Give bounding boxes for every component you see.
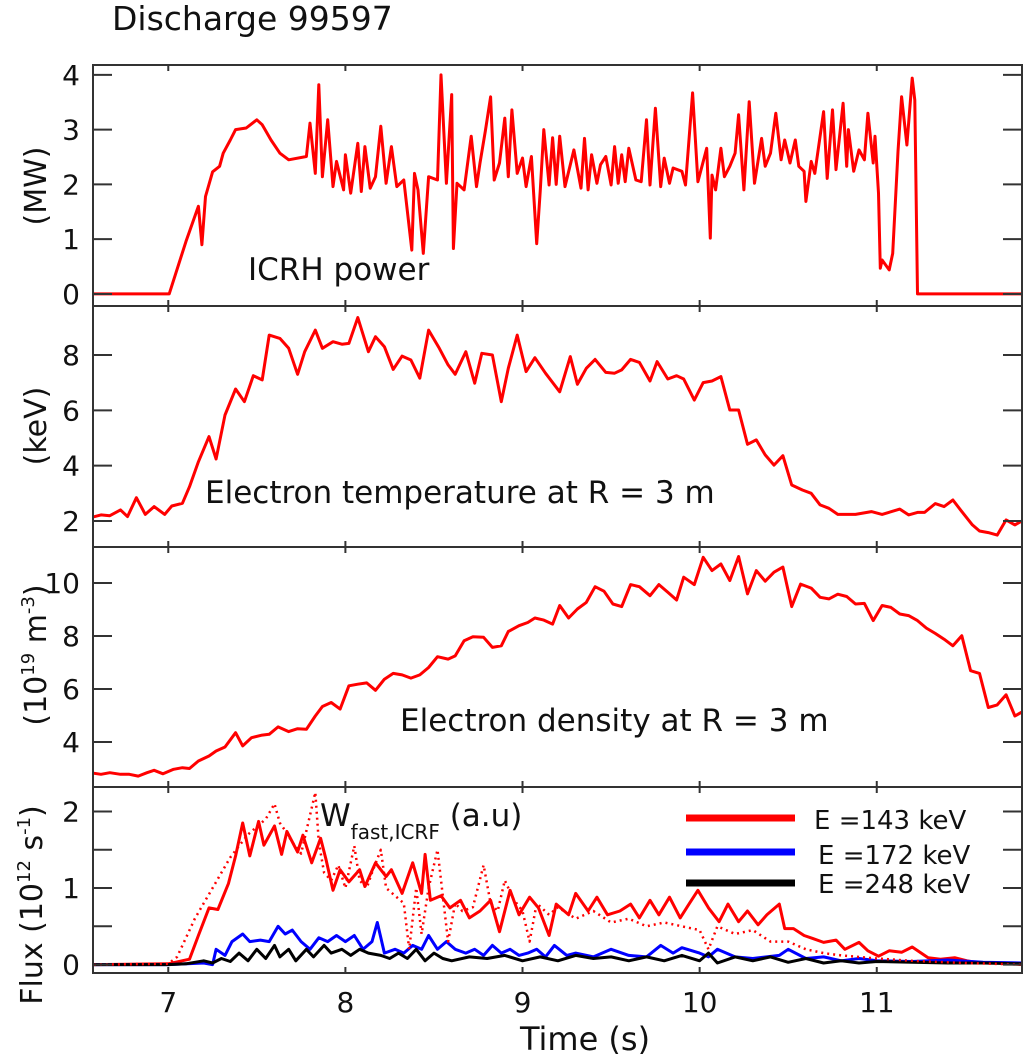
y-tick-label-panel4: 1 (62, 872, 80, 905)
series-line-panel4-2 (93, 943, 1022, 967)
series-line-panel2-0 (93, 316, 1022, 537)
ylabel-density: (1019 m-3) (18, 584, 54, 725)
panel-frame-4 (92, 786, 1023, 974)
ylabel-flux-base: Flux (10 (15, 883, 50, 1005)
y-tick-label-panel3: 6 (62, 673, 80, 706)
series-line-panel3-0 (93, 555, 1022, 778)
ylabel-temperature: (keV) (19, 387, 54, 466)
annotation-icrh-power: ICRH power (248, 252, 430, 288)
ylabel-flux-mid: s (15, 835, 50, 860)
x-tick-label: 8 (336, 986, 354, 1019)
annotation-wfast: Wfast,ICRF (a.u) (320, 798, 522, 844)
series-line-panel4-0 (93, 819, 1022, 967)
ylabel-density-base: (10 (19, 676, 54, 726)
y-tick-label-panel1: 4 (62, 59, 80, 92)
xlabel: Time (s) (519, 1020, 650, 1058)
y-tick-label-panel4: 2 (62, 795, 80, 828)
legend-label-143: E =143 keV (814, 806, 966, 836)
y-tick-label-panel3: 4 (62, 726, 80, 759)
ylabel-power: (MW) (19, 147, 54, 226)
x-tick-label: 9 (514, 986, 532, 1019)
ylabel-flux: Flux (1012 s-1) (14, 805, 50, 1005)
y-tick-label-panel2: 8 (62, 339, 80, 372)
panel-frame-1 (92, 64, 1023, 307)
annotation-wfast-sub: fast,ICRF (351, 820, 440, 844)
ylabel-density-sup2: -3 (18, 596, 39, 614)
annotation-wfast-tail: (a.u) (440, 798, 523, 834)
panel-frame-3 (92, 546, 1023, 788)
ylabel-flux-end: ) (15, 805, 50, 817)
figure-title: Discharge 99597 (112, 0, 393, 38)
ylabel-density-sup1: 19 (18, 653, 39, 676)
y-tick-label-panel1: 0 (62, 278, 80, 311)
y-tick-label-panel1: 1 (62, 223, 80, 256)
legend-label-248: E =248 keV (818, 870, 970, 900)
legend: E =143 keV E =172 keV E =248 keV (686, 806, 970, 900)
y-tick-label-panel2: 6 (62, 394, 80, 427)
y-tick-label-panel3: 8 (62, 620, 80, 653)
series-line-panel1-0 (93, 73, 1022, 296)
y-tick-label-panel3: 10 (44, 567, 80, 600)
x-tick-label: 11 (859, 986, 895, 1019)
annotation-wfast-main: W (320, 798, 351, 834)
annotation-electron-temperature: Electron temperature at R = 3 m (205, 475, 715, 511)
series-line-panel4-3 (93, 791, 1022, 966)
ylabel-flux-sup2: -1 (14, 817, 35, 835)
y-tick-label-panel2: 2 (62, 505, 80, 538)
annotation-electron-density: Electron density at R = 3 m (400, 703, 829, 739)
y-tick-label-panel1: 3 (62, 114, 80, 147)
y-tick-label-panel1: 2 (62, 168, 80, 201)
x-tick-label: 7 (159, 986, 177, 1019)
y-tick-label-panel2: 4 (62, 450, 80, 483)
ylabel-flux-sup1: 12 (14, 860, 35, 883)
ylabel-density-mid: m (19, 614, 54, 653)
y-tick-label-panel4: 0 (62, 949, 80, 982)
legend-label-172: E =172 keV (818, 841, 970, 871)
x-tick-label: 10 (682, 986, 718, 1019)
ylabel-density-end: ) (19, 584, 54, 596)
